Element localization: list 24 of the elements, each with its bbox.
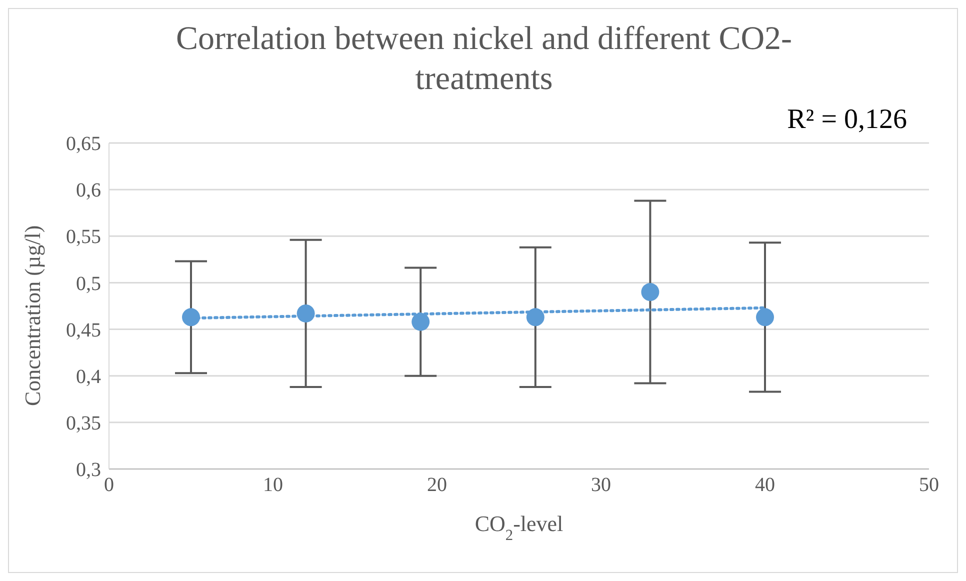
x-tick-label: 10 bbox=[263, 474, 283, 496]
x-axis-title: CO$_{2}$-level bbox=[474, 511, 564, 544]
y-tick-label: 0,5 bbox=[76, 272, 101, 295]
y-tick-label: 0,4 bbox=[76, 366, 101, 388]
point bbox=[296, 304, 315, 322]
text: R² = 0,126 bbox=[787, 104, 907, 136]
y-tick-label: 0,3 bbox=[76, 459, 101, 482]
x-tick-label: 30 bbox=[591, 474, 611, 496]
point bbox=[526, 308, 544, 326]
x-tick-label: 0 bbox=[104, 474, 114, 496]
chart-title: Correlation between nickel and different CO2-treatments bbox=[174, 20, 794, 99]
x-tick-label: 50 bbox=[919, 474, 939, 496]
y-tick-label: 0,6 bbox=[76, 180, 101, 202]
y-tick-label: 0,55 bbox=[66, 226, 101, 248]
y-tick-label: 0,65 bbox=[66, 133, 101, 156]
point bbox=[412, 312, 430, 331]
point bbox=[182, 308, 200, 326]
point bbox=[756, 308, 774, 326]
x-tick-label: 40 bbox=[755, 474, 775, 496]
point bbox=[641, 283, 660, 302]
y-axis-title: Concentration (µg/l) bbox=[20, 225, 45, 406]
y-tick-label: 0,45 bbox=[66, 319, 101, 342]
x-tick-label: 20 bbox=[427, 474, 447, 496]
y-tick-label: 0,35 bbox=[66, 412, 101, 435]
